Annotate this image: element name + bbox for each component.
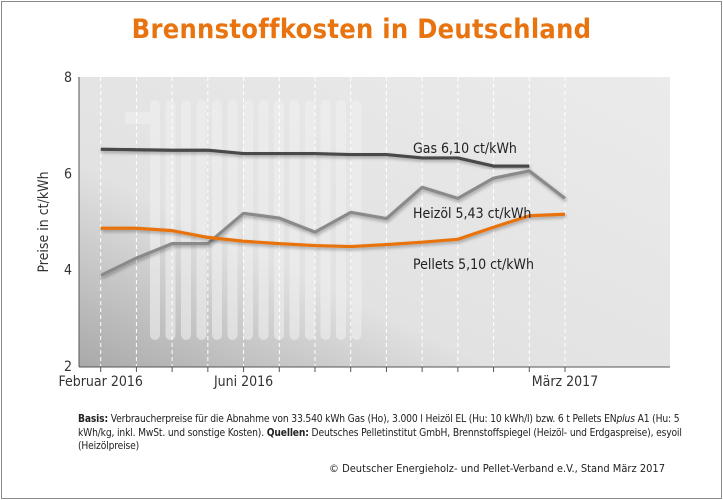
radiator-valve	[125, 112, 155, 124]
series-line-heizöl	[100, 169, 566, 277]
basis-text: Verbraucherpreise für die Abnahme von 33…	[108, 414, 617, 425]
x-tick-label: März 2017	[532, 374, 598, 390]
basis-italic: plus	[616, 414, 635, 425]
y-tick-label: 6	[64, 166, 72, 182]
x-tick-label: Juni 2016	[213, 374, 273, 390]
basis-text-2: A1 (Hu: 5 kWh/kg, inkl. MwSt. und sonsti…	[78, 414, 680, 439]
series-label-gas: Gas 6,10 ct/kWh	[413, 141, 517, 157]
chart: 2 4 6 8 Februar 2016 Juni 2016 März 2017 Preise…	[36, 70, 670, 390]
radiator-fin	[289, 100, 300, 340]
radiator-fin	[320, 100, 331, 340]
sources-label: Quellen:	[266, 427, 309, 439]
x-tick-label: Februar 2016	[59, 374, 143, 390]
y-tick-label: 4	[64, 263, 72, 279]
chart-title: Brennstoffkosten in Deutschland	[131, 14, 592, 45]
radiator-watermark	[125, 100, 362, 340]
radiator-fin	[212, 100, 222, 340]
radiator-fin	[305, 100, 315, 340]
radiator-fin	[150, 100, 160, 340]
radiator-fin	[351, 100, 362, 340]
footnote: Basis: Verbraucherpreise für die Abnahme…	[78, 413, 688, 454]
series-label-heizöl: Heizöl 5,43 ct/kWh	[413, 206, 531, 222]
radiator-fin	[243, 100, 253, 340]
radiator-fin	[336, 100, 346, 340]
y-axis-label: Preise in ct/kWh	[36, 171, 52, 272]
radiator-fin	[227, 100, 238, 340]
plot-background	[79, 77, 670, 367]
radiator-fin	[165, 100, 176, 340]
y-tick-label: 8	[64, 70, 72, 86]
radiator-fin	[196, 100, 207, 340]
basis-label: Basis:	[78, 414, 108, 425]
radiator-fin	[258, 100, 269, 340]
series-label-pellets: Pellets 5,10 ct/kWh	[413, 257, 534, 273]
series-line-pellets	[100, 212, 566, 249]
radiator-fin	[181, 100, 191, 340]
copyright: © Deutscher Energieholz- und Pellet-Verb…	[329, 462, 665, 475]
y-tick-label: 2	[64, 359, 72, 375]
sources-text: Deutsches Pelletinstitut GmbH, Brennstof…	[78, 427, 682, 453]
